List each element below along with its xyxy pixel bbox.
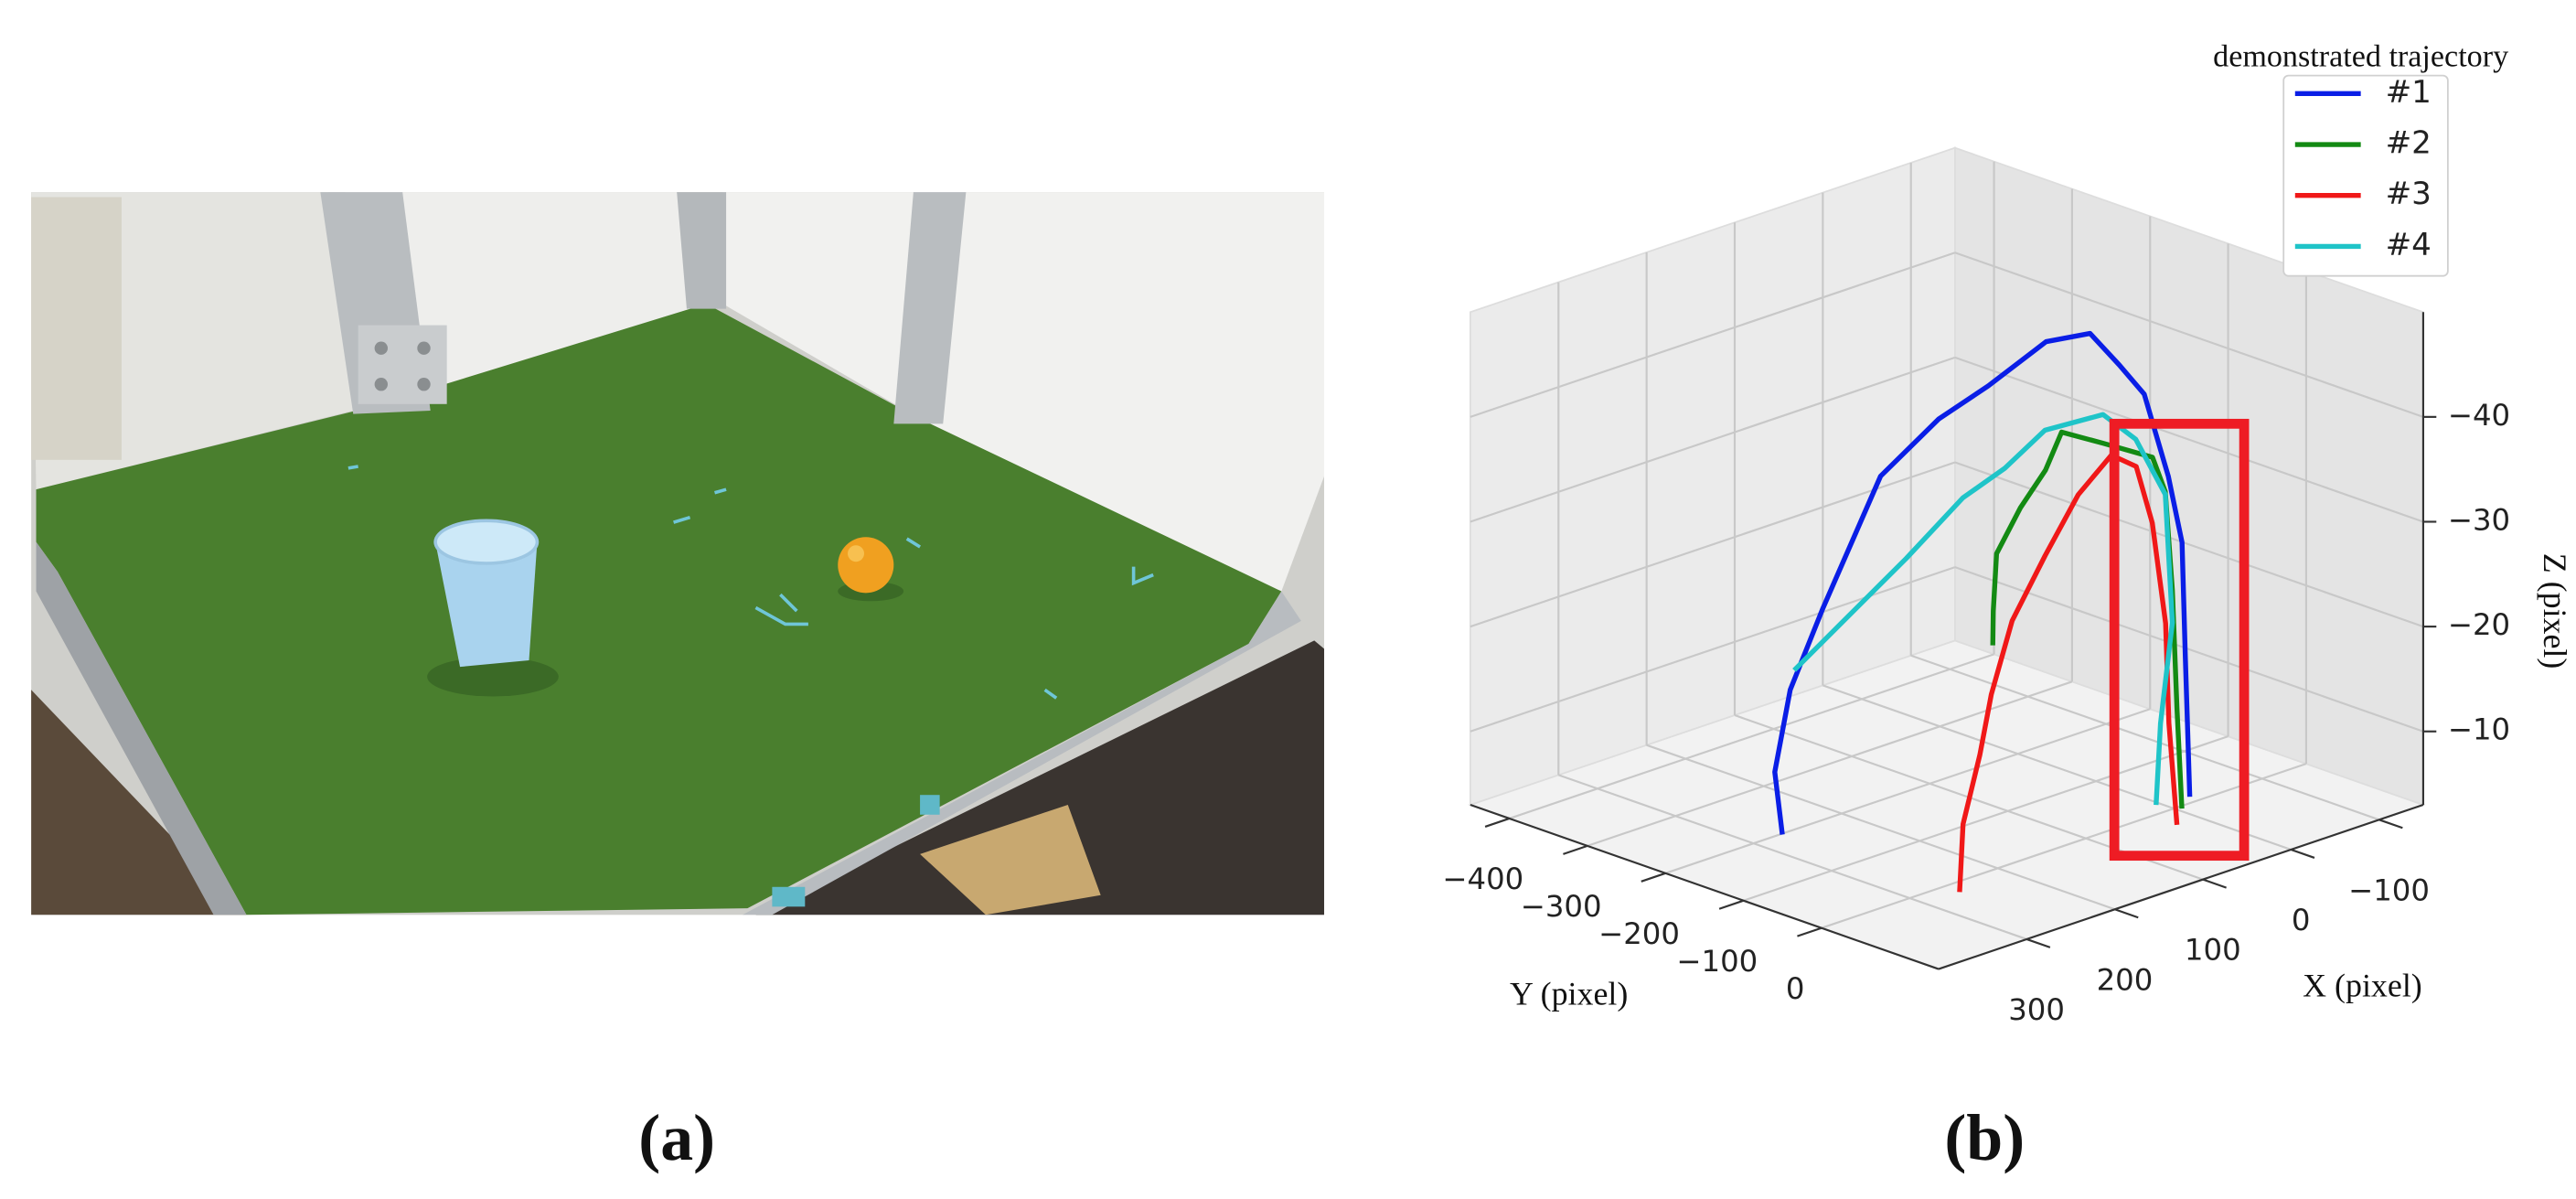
tick-mark xyxy=(2202,878,2227,889)
y-tick-label: −200 xyxy=(1598,916,1680,951)
y-tick-label: −300 xyxy=(1521,889,1602,924)
grid-line xyxy=(1646,744,2116,911)
y-axis-label: Y (pixel) xyxy=(1510,975,1628,1012)
z-tick-label: −30 xyxy=(2448,502,2510,537)
x-tick-label: 300 xyxy=(2008,992,2065,1027)
y-tick-label: −400 xyxy=(1442,862,1523,896)
grid-line xyxy=(1509,653,1994,819)
grid-line xyxy=(1470,566,1956,733)
trajectory-line xyxy=(1957,452,2180,893)
tick-mark xyxy=(2114,908,2139,919)
y-tick-label: −100 xyxy=(1676,944,1758,979)
tick-mark xyxy=(1563,844,1588,855)
y-tick-label: 0 xyxy=(1786,971,1805,1006)
x-tick-label: 200 xyxy=(2097,962,2154,997)
x-tick-label: 0 xyxy=(2292,903,2311,937)
grid-line xyxy=(1821,763,2307,929)
caption: (a) xyxy=(638,1101,715,1174)
tick-mark xyxy=(1797,926,1822,937)
x-axis-label: X (pixel) xyxy=(2303,967,2422,1003)
grid-line xyxy=(1587,680,2073,847)
legend-label: #2 xyxy=(2386,125,2432,162)
tick-mark xyxy=(2026,937,2051,948)
trajectory-line xyxy=(1792,412,2175,806)
legend-title: demonstrated trajectory xyxy=(2213,39,2508,73)
grid-line xyxy=(1664,708,2151,874)
grid-line xyxy=(1954,356,2424,523)
grid-line xyxy=(1954,252,2424,418)
grid-line xyxy=(1470,252,1956,418)
z-tick-label: −40 xyxy=(2448,398,2510,433)
z-tick-label: −20 xyxy=(2448,607,2510,642)
grid-line xyxy=(1954,566,2424,733)
tick-mark xyxy=(2291,848,2315,859)
grid-line xyxy=(1557,774,2027,940)
photo xyxy=(31,192,1325,915)
axis-line xyxy=(1470,803,1940,970)
caption: (b) xyxy=(1944,1101,2025,1174)
highlight-box xyxy=(2109,418,2250,862)
grid-line xyxy=(1822,684,2292,851)
tick-mark xyxy=(2378,819,2403,830)
x-tick-label: −100 xyxy=(2348,872,2430,907)
grid-line xyxy=(1470,356,1956,523)
z-axis-label: Z (pixel) xyxy=(2537,553,2573,669)
tick-mark xyxy=(1718,899,1744,910)
legend-box xyxy=(2282,74,2449,277)
grid-line xyxy=(1910,654,2380,821)
x-tick-label: 100 xyxy=(2185,933,2241,968)
legend-label: #1 xyxy=(2386,74,2432,111)
z-tick-label: −10 xyxy=(2448,712,2510,747)
tick-mark xyxy=(1484,817,1510,828)
legend-label: #3 xyxy=(2386,176,2432,212)
legend-label: #4 xyxy=(2386,227,2432,263)
grid-line xyxy=(1743,735,2229,902)
tick-mark xyxy=(1641,872,1666,883)
axis-line xyxy=(1938,803,2424,970)
